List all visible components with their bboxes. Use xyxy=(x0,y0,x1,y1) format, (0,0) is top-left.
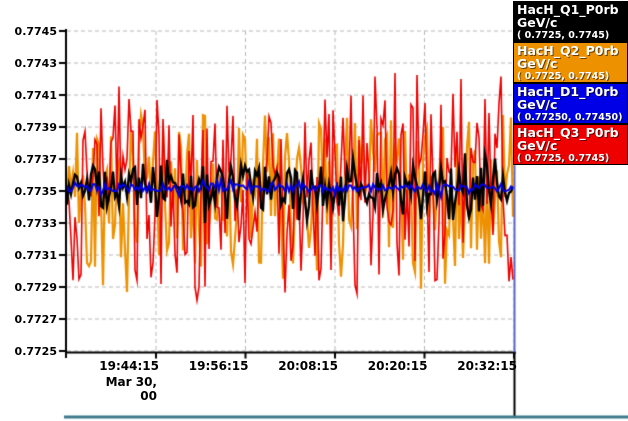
legend-series-units: GeV/c xyxy=(517,97,558,112)
legend: HacH_Q1_P0rb GeV/c( 0.7725, 0.7745) HacH_Q… xyxy=(513,1,628,165)
legend-series-range: ( 0.7725, 0.7745) xyxy=(517,153,610,164)
legend-entry-hach-d1-p0rb[interactable]: HacH_D1_P0rb GeV/c( 0.77250, 0.77450) xyxy=(513,83,628,124)
legend-series-units: GeV/c xyxy=(517,138,558,153)
y-axis-tick-label: 0.7727 xyxy=(14,313,57,326)
legend-series-units: GeV/c xyxy=(517,56,558,71)
legend-series-range: ( 0.77250, 0.77450) xyxy=(517,112,623,123)
legend-series-range: ( 0.7725, 0.7745) xyxy=(517,30,610,41)
legend-series-name: HacH_Q3_P0rb xyxy=(517,125,619,140)
legend-series-range: ( 0.7725, 0.7745) xyxy=(517,71,610,82)
legend-series-name: HacH_Q2_P0rb xyxy=(517,43,619,58)
y-axis-tick-label: 0.7731 xyxy=(14,249,57,262)
y-axis-tick-label: 0.7745 xyxy=(14,25,57,38)
x-axis-tick-label: 19:56:15 xyxy=(188,359,249,373)
legend-entry-hach-q1-p0rb[interactable]: HacH_Q1_P0rb GeV/c( 0.7725, 0.7745) xyxy=(513,1,628,42)
x-axis-tick-label: 20:20:15 xyxy=(367,359,428,373)
y-axis-tick-label: 0.7735 xyxy=(14,185,57,198)
y-axis-tick-label: 0.7725 xyxy=(14,345,57,358)
x-axis-tick-label: 20:08:15 xyxy=(278,359,338,373)
y-axis-tick-label: 0.7737 xyxy=(14,153,57,166)
y-axis-tick-label: 0.7729 xyxy=(14,281,57,294)
y-axis-tick-label: 0.7743 xyxy=(14,57,57,70)
legend-series-name: HacH_Q1_P0rb xyxy=(517,2,619,17)
legend-entry-hach-q2-p0rb[interactable]: HacH_Q2_P0rb GeV/c( 0.7725, 0.7745) xyxy=(513,42,628,83)
x-axis-date-label: Mar 30, 00 xyxy=(105,375,157,403)
y-axis-tick-label: 0.7739 xyxy=(14,121,57,134)
legend-series-units: GeV/c xyxy=(517,15,558,30)
y-axis-tick-label: 0.7741 xyxy=(14,89,57,102)
x-axis-tick-label: 20:32:15 xyxy=(457,359,517,373)
legend-series-name: HacH_D1_P0rb xyxy=(517,84,619,99)
legend-entry-hach-q3-p0rb[interactable]: HacH_Q3_P0rb GeV/c( 0.7725, 0.7745) xyxy=(513,124,628,165)
y-axis-tick-label: 0.7733 xyxy=(14,217,57,230)
x-axis-tick-label: 19:44:15 xyxy=(99,359,159,373)
